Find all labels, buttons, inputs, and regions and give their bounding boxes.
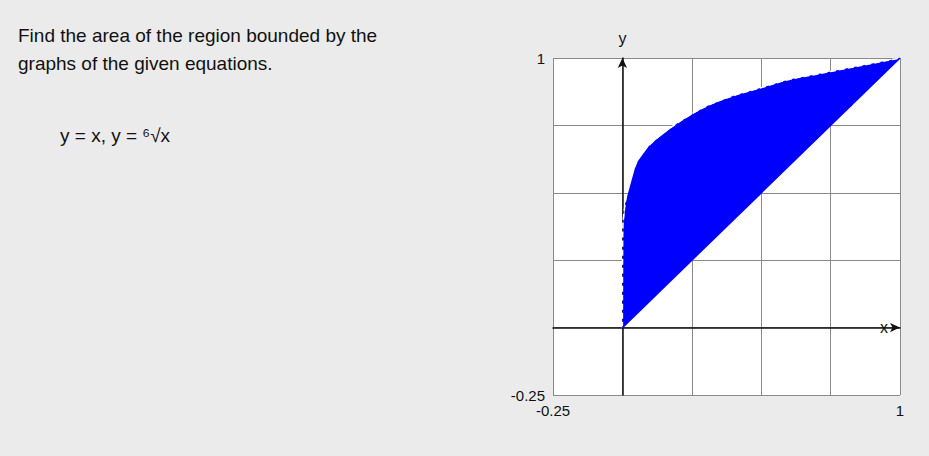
html-text:y = x, y = ⁶√x: y = x, y = ⁶√x	[60, 125, 171, 146]
svg-text:-0.25: -0.25	[511, 387, 545, 404]
html-text:graphs of the given equations.: graphs of the given equations.	[18, 53, 273, 74]
svg-text:1: 1	[896, 402, 904, 419]
svg-text:1: 1	[537, 50, 545, 67]
html-text:Find the area of the region bo: Find the area of the region bounded by t…	[18, 25, 378, 46]
svg-text:y: y	[618, 30, 626, 47]
svg-text:x: x	[880, 319, 888, 337]
svg-text:-0.25: -0.25	[536, 402, 570, 419]
